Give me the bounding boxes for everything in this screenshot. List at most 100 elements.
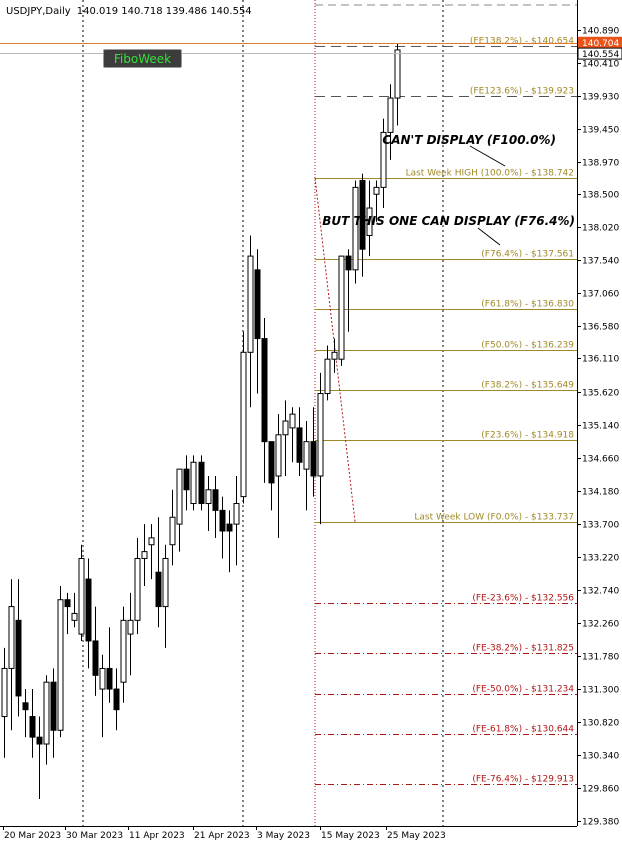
candle-body-6 bbox=[43, 681, 50, 745]
price-tick-label-13: 134.660 bbox=[582, 455, 619, 465]
candle-body-7 bbox=[50, 681, 57, 731]
price-tick-label-19: 131.780 bbox=[582, 653, 619, 663]
candle-body-2 bbox=[15, 619, 22, 697]
candle-body-3 bbox=[22, 702, 29, 711]
price-tick-label-6: 138.020 bbox=[582, 224, 619, 234]
candle-body-4 bbox=[29, 716, 36, 738]
price-tick-label-18: 132.260 bbox=[582, 620, 619, 630]
fib-level-label-8: Last Week LOW (F0.0%) - $133.737 bbox=[414, 513, 574, 523]
candle-body-52 bbox=[366, 207, 373, 236]
price-tick-label-20: 131.300 bbox=[582, 686, 619, 696]
price-tick-label-16: 133.220 bbox=[582, 554, 619, 564]
candle-body-26 bbox=[183, 468, 190, 491]
time-tick-label-1: 30 Mar 2023 bbox=[66, 831, 123, 841]
fib-level-label-10: (FE-38.2%) - $131.825 bbox=[472, 644, 574, 654]
candle-body-19 bbox=[134, 557, 141, 621]
candle-body-43 bbox=[303, 441, 310, 470]
fiboweek-button[interactable]: FiboWeek bbox=[103, 49, 182, 68]
candle-body-14 bbox=[99, 667, 106, 690]
candle-body-33 bbox=[233, 503, 240, 525]
candle-body-32 bbox=[226, 523, 233, 532]
price-tick-label-15: 133.700 bbox=[582, 521, 619, 531]
candle-body-39 bbox=[275, 434, 282, 477]
price-tick-label-2: 139.930 bbox=[582, 93, 619, 103]
candles bbox=[1, 43, 401, 800]
price-tick-label-10: 136.110 bbox=[582, 355, 619, 365]
candle-body-27 bbox=[190, 461, 197, 505]
price-tick-label-14: 134.180 bbox=[582, 488, 619, 498]
price-tick-label-17: 132.740 bbox=[582, 587, 619, 597]
candle-body-36 bbox=[254, 269, 261, 340]
candle-body-13 bbox=[92, 640, 99, 676]
current-price-tag-label: 140.554 bbox=[582, 50, 619, 60]
candle-body-46 bbox=[324, 358, 331, 395]
candle-body-20 bbox=[141, 551, 148, 559]
price-tick-label-12: 135.140 bbox=[582, 422, 619, 432]
price-tick-label-11: 135.620 bbox=[582, 389, 619, 399]
price-tick-label-5: 138.500 bbox=[582, 191, 619, 201]
chart-header: USDJPY,Daily 140.019 140.718 139.486 140.… bbox=[6, 6, 252, 17]
fib-level-label-6: (F38.2%) - $135.649 bbox=[481, 381, 574, 391]
time-tick-label-6: 25 May 2023 bbox=[387, 831, 446, 841]
candle-body-49 bbox=[345, 255, 352, 271]
candle-body-42 bbox=[296, 427, 303, 463]
candle-body-5 bbox=[36, 736, 43, 745]
fib-level-label-11: (FE-50.0%) - $131.234 bbox=[472, 685, 574, 695]
candle-body-45 bbox=[317, 393, 324, 477]
high-price-tag bbox=[578, 36, 622, 48]
candle-body-18 bbox=[127, 619, 134, 635]
price-tick-label-24: 129.380 bbox=[582, 818, 619, 828]
candle-body-44 bbox=[310, 441, 317, 477]
price-tick-label-7: 137.540 bbox=[582, 257, 619, 267]
candle-body-17 bbox=[120, 619, 127, 683]
candle-body-47 bbox=[331, 351, 338, 360]
fib-level-label-9: (FE-23.6%) - $132.556 bbox=[472, 594, 574, 604]
vertical-grid bbox=[82, 0, 577, 826]
overlay bbox=[0, 43, 577, 246]
candle-body-31 bbox=[219, 509, 226, 532]
time-tick-label-2: 11 Apr 2023 bbox=[129, 831, 185, 841]
candle-body-8 bbox=[57, 599, 64, 731]
price-tick-label-3: 139.450 bbox=[582, 126, 619, 136]
candle-body-10 bbox=[71, 612, 78, 621]
price-tick-label-21: 130.820 bbox=[582, 719, 619, 729]
candle-body-53 bbox=[373, 186, 380, 195]
high-price-tag-label: 140.704 bbox=[582, 39, 619, 49]
price-tick-label-9: 136.580 bbox=[582, 323, 619, 333]
candle-body-37 bbox=[261, 338, 268, 443]
time-tick-label-0: 20 Mar 2023 bbox=[4, 831, 61, 841]
candle-body-29 bbox=[205, 489, 212, 505]
candle-body-11 bbox=[78, 557, 85, 635]
candle-body-28 bbox=[198, 461, 205, 505]
fib-level-label-1: (FE123.6%) - $139.923 bbox=[470, 87, 574, 97]
candle-body-22 bbox=[155, 571, 162, 608]
candle-body-35 bbox=[247, 255, 254, 353]
candle-body-16 bbox=[113, 688, 120, 711]
candle-body-15 bbox=[106, 667, 113, 690]
candle-body-1 bbox=[8, 606, 15, 669]
fib-level-label-7: (F23.6%) - $134.918 bbox=[481, 431, 574, 441]
fib-level-label-4: (F61.8%) - $136.830 bbox=[481, 300, 574, 310]
candle-body-41 bbox=[289, 413, 296, 429]
time-tick-label-4: 3 May 2023 bbox=[257, 831, 310, 841]
candle-body-55 bbox=[387, 97, 394, 133]
annotation-can-display: BUT THIS ONE CAN DISPLAY (F76.4%) bbox=[322, 214, 575, 228]
candle-body-9 bbox=[64, 599, 71, 608]
fib-level-label-3: (F76.4%) - $137.561 bbox=[481, 250, 574, 260]
price-tick-label-22: 130.340 bbox=[582, 752, 619, 762]
price-tick-label-4: 138.970 bbox=[582, 159, 619, 169]
candle-body-34 bbox=[240, 351, 247, 498]
price-tick-label-0: 140.890 bbox=[582, 27, 619, 37]
fib-level-label-12: (FE-61.8%) - $130.644 bbox=[472, 725, 574, 735]
fib-level-label-2: Last Week HIGH (100.0%) - $138.742 bbox=[406, 169, 574, 179]
candle-body-30 bbox=[212, 489, 219, 511]
time-tick-label-3: 21 Apr 2023 bbox=[194, 831, 250, 841]
candle-body-56 bbox=[394, 49, 401, 99]
price-tick-label-8: 137.060 bbox=[582, 290, 619, 300]
candle-body-23 bbox=[162, 557, 169, 608]
annotation-arrow-cant bbox=[469, 145, 506, 167]
fibonacci-levels: (FE138.2%) - $140.654 (FE123.6%) - $139.9… bbox=[314, 37, 577, 785]
candle-body-51 bbox=[359, 180, 366, 250]
